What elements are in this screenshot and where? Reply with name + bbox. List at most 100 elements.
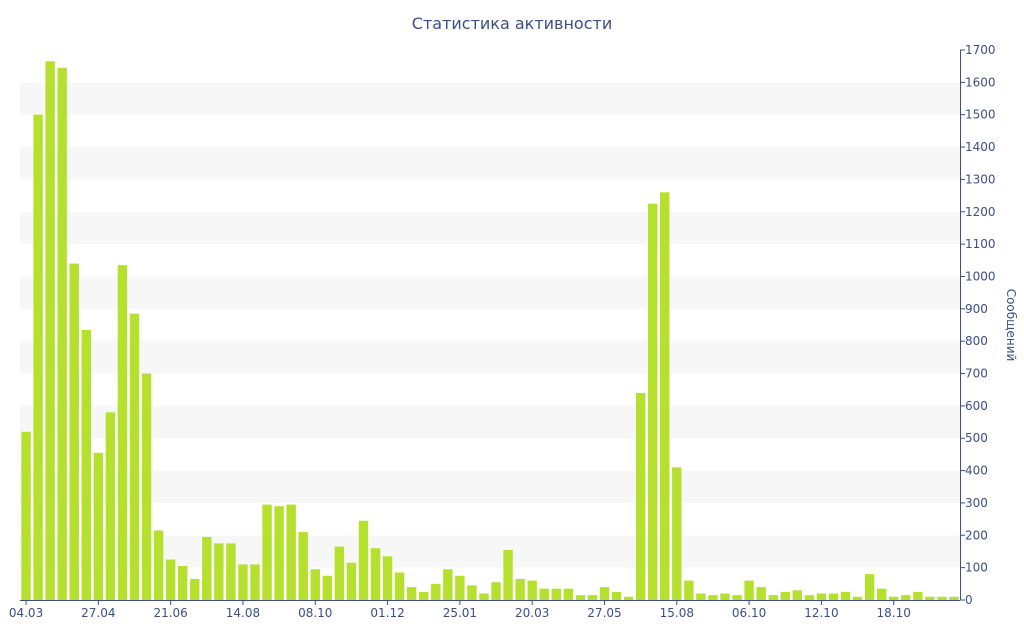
x-tick-label: 14.08 xyxy=(226,606,260,620)
bar xyxy=(45,61,55,600)
x-tick-label: 01.12 xyxy=(370,606,404,620)
bar xyxy=(937,596,947,600)
bar xyxy=(431,583,441,600)
bar xyxy=(129,313,140,600)
bar xyxy=(696,593,706,600)
bar xyxy=(720,593,730,600)
bar xyxy=(828,593,839,600)
grid-bands xyxy=(20,82,960,568)
y-tick-label: 0 xyxy=(965,593,973,607)
bar xyxy=(889,596,899,600)
bar xyxy=(575,595,586,600)
y-tick-label: 1500 xyxy=(965,108,996,122)
bar xyxy=(876,588,887,600)
bar xyxy=(479,593,489,600)
y-tick-label: 500 xyxy=(965,431,988,445)
bar xyxy=(913,591,923,600)
bar xyxy=(527,580,537,600)
bar xyxy=(406,587,417,600)
grid-band xyxy=(20,470,960,503)
y-tick-label: 200 xyxy=(965,528,988,542)
bar xyxy=(744,580,754,600)
bar xyxy=(346,562,357,600)
bar xyxy=(864,574,875,600)
bar xyxy=(394,572,405,600)
bar xyxy=(635,392,646,600)
bar xyxy=(33,114,43,601)
bar xyxy=(539,588,549,600)
x-tick-label: 12.10 xyxy=(804,606,838,620)
bar xyxy=(262,504,272,600)
bar xyxy=(467,585,477,600)
bar xyxy=(925,596,935,600)
bar xyxy=(563,588,574,600)
grid-band xyxy=(20,276,960,309)
bar xyxy=(214,543,224,600)
bar xyxy=(491,582,501,600)
y-tick-label: 300 xyxy=(965,496,988,510)
y-tick-label: 1400 xyxy=(965,140,996,154)
grid-band xyxy=(20,211,960,245)
bar xyxy=(780,591,790,600)
bar xyxy=(202,536,212,600)
x-tick-label: 04.03 xyxy=(9,606,43,620)
y-tick-label: 800 xyxy=(965,334,988,348)
bar xyxy=(165,559,176,600)
x-tick-label: 06.10 xyxy=(732,606,766,620)
bar xyxy=(768,595,778,600)
y-tick-label: 1200 xyxy=(965,205,996,219)
bar xyxy=(310,569,320,600)
bar xyxy=(226,543,236,600)
bar xyxy=(69,263,79,600)
x-tick-label: 27.05 xyxy=(587,606,621,620)
x-tick-label: 15.08 xyxy=(660,606,694,620)
grid-band xyxy=(20,341,960,374)
bar xyxy=(298,532,308,600)
grid-band xyxy=(20,535,960,568)
bar xyxy=(274,506,284,600)
bar xyxy=(756,587,766,600)
x-tick-label: 21.06 xyxy=(153,606,187,620)
bar xyxy=(647,203,658,600)
bar xyxy=(660,192,670,600)
bar xyxy=(901,595,911,600)
bar xyxy=(93,452,104,600)
bar xyxy=(419,591,429,600)
bar xyxy=(623,596,634,600)
bar xyxy=(117,265,128,600)
bar xyxy=(190,578,200,600)
bar xyxy=(141,373,152,600)
bar xyxy=(503,549,513,600)
bar xyxy=(238,564,248,600)
x-axis: 04.03 27.04 21.06 14.08 08.10 01.12 25.01 20.03… xyxy=(9,600,960,620)
y-tick-label: 1700 xyxy=(965,43,996,57)
x-tick-label: 20.03 xyxy=(515,606,549,620)
bar xyxy=(21,431,31,600)
x-tick-label: 27.04 xyxy=(81,606,115,620)
y-tick-label: 1000 xyxy=(965,269,996,283)
bar xyxy=(105,412,116,600)
bar xyxy=(840,591,851,600)
bar xyxy=(334,546,345,600)
y-tick-label: 600 xyxy=(965,399,988,413)
grid-band xyxy=(20,405,960,439)
y-tick-label: 1600 xyxy=(965,75,996,89)
bar xyxy=(587,595,598,600)
grid-band xyxy=(20,82,960,115)
bar xyxy=(792,590,803,600)
y-tick-label: 1300 xyxy=(965,172,996,186)
chart-title: Статистика активности xyxy=(411,14,613,33)
bar xyxy=(804,595,815,600)
bar-series xyxy=(21,61,959,601)
y-tick-label: 900 xyxy=(965,302,988,316)
bar xyxy=(81,329,91,600)
bar xyxy=(708,595,718,600)
y-axis: 0 100 200 300 400 500 600 700 800 900 1000 1100 1200… xyxy=(960,43,996,607)
y-tick-label: 400 xyxy=(965,464,988,478)
bar xyxy=(370,548,381,600)
bar xyxy=(852,596,863,600)
bar xyxy=(382,556,393,600)
bar xyxy=(455,575,465,600)
